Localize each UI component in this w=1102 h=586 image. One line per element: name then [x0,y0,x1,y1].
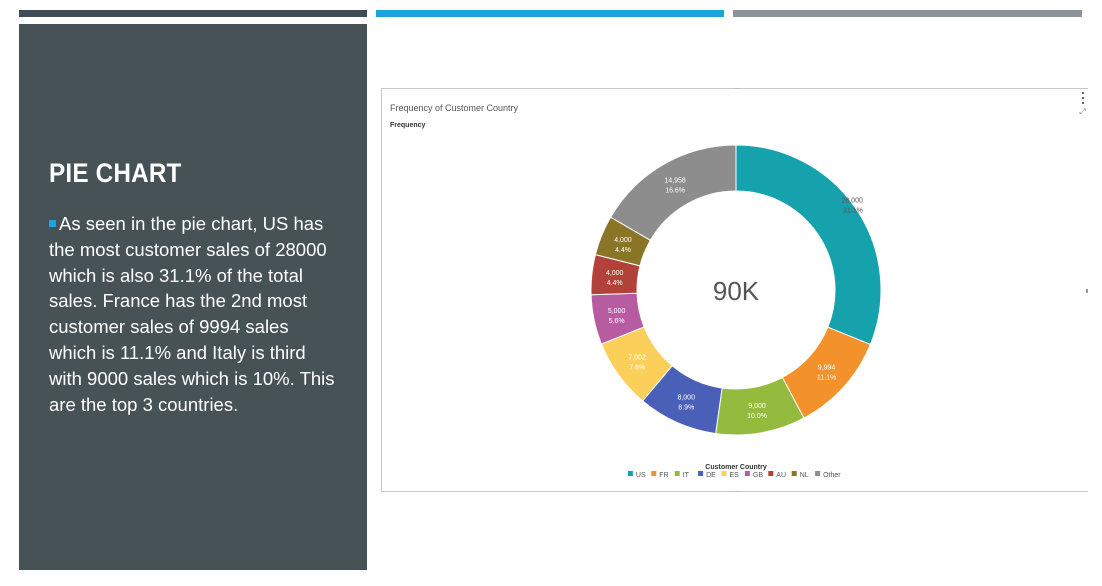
legend-swatch-de [698,471,704,476]
frame-handle-right [1086,289,1088,293]
legend-swatch-gb [744,471,750,476]
legend-label-other: Other [823,472,841,479]
percent-label-gb: 5.6% [609,318,625,325]
chart-container: ⤢ Frequency of Customer Country Frequenc… [381,88,1088,492]
legend-label-us: US [636,472,646,479]
slice-us[interactable] [735,144,882,346]
value-label-es: 7,002 [628,355,646,362]
legend: US FR IT DE ES GB AU NL Other [627,471,841,479]
percent-label-other: 16.6% [665,187,685,194]
value-label-nl: 4,000 [614,237,632,244]
accent-bar-blue [376,10,724,17]
chart-subtitle: Frequency [390,122,426,129]
text-panel: PIE CHART As seen in the pie chart, US h… [19,24,367,570]
frame-handle-bottom [734,491,740,492]
legend-swatch-au [768,471,774,476]
chart-title: Frequency of Customer Country [390,103,519,113]
legend-item-other[interactable]: Other [815,471,841,479]
vertical-dots-icon[interactable] [1079,92,1087,104]
accent-bar-gray [733,10,1082,17]
legend-item-us[interactable]: US [627,471,646,479]
legend-swatch-fr [651,471,657,476]
legend-label-es: ES [730,472,740,479]
legend-label-fr: FR [659,472,668,479]
legend-item-fr[interactable]: FR [651,471,669,479]
legend-swatch-us [627,471,633,476]
legend-label-de: DE [706,472,716,479]
percent-label-de: 8.9% [678,404,694,411]
percent-label-us: 31.1% [843,208,863,215]
legend-item-es[interactable]: ES [721,471,740,479]
value-label-us: 28,000 [841,198,863,205]
percent-label-es: 7.8% [629,365,645,372]
value-label-it: 9,000 [748,403,766,410]
slice-other[interactable] [609,144,737,241]
legend-swatch-nl [791,471,797,476]
legend-swatch-it [674,471,680,476]
bullet-square-icon [49,220,56,227]
legend-label-gb: GB [753,472,763,479]
legend-item-nl[interactable]: NL [791,471,809,479]
slide-title: PIE CHART [49,158,182,188]
slide-body-text: As seen in the pie chart, US has the mos… [49,211,339,417]
percent-label-fr: 11.1% [817,375,836,382]
legend-item-au[interactable]: AU [768,471,786,479]
value-label-de: 8,000 [677,394,695,401]
center-total-label: 90K [713,276,760,306]
value-label-other: 14,958 [664,177,686,184]
legend-label-it: IT [683,472,690,479]
frame-handle-top [734,88,740,89]
value-label-au: 4,000 [606,270,624,277]
legend-swatch-other [815,471,821,476]
value-label-fr: 9,994 [818,365,836,372]
accent-bar-dark [19,10,367,17]
slices-group [590,144,882,436]
value-label-gb: 5,000 [608,308,626,315]
legend-item-de[interactable]: DE [698,471,716,479]
expand-icon[interactable]: ⤢ [1079,107,1086,116]
legend-swatch-es [721,471,727,476]
donut-chart: Frequency of Customer Country Frequency … [390,103,882,479]
percent-label-it: 10.0% [747,413,767,420]
percent-label-nl: 4.4% [615,247,631,254]
legend-label-nl: NL [800,472,809,479]
legend-item-it[interactable]: IT [674,471,690,479]
legend-title: Customer Country [705,464,767,471]
percent-label-au: 4.4% [607,280,623,287]
slide-body-content: As seen in the pie chart, US has the mos… [49,213,335,415]
labels-group: 28,000 31.1% 9,994 11.1% 9,000 10.0% 8,000 8.9%… [606,177,863,420]
legend-item-gb[interactable]: GB [744,471,763,479]
legend-label-au: AU [776,472,786,479]
